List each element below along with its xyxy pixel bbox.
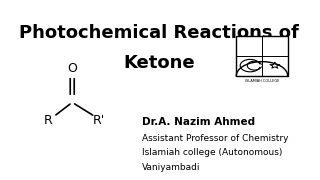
Text: Islamiah college (Autonomous): Islamiah college (Autonomous): [142, 148, 283, 158]
Text: ISLAMIAH COLLEGE: ISLAMIAH COLLEGE: [245, 79, 279, 83]
Text: O: O: [67, 62, 77, 75]
Text: Assistant Professor of Chemistry: Assistant Professor of Chemistry: [142, 134, 289, 143]
Bar: [236, 36, 288, 76]
Text: Vaniyambadi: Vaniyambadi: [142, 163, 201, 172]
Text: R: R: [44, 114, 52, 127]
Text: Ketone: Ketone: [124, 54, 195, 72]
Text: Photochemical Reactions of: Photochemical Reactions of: [19, 24, 299, 42]
Text: R': R': [93, 114, 106, 127]
Text: Dr.A. Nazim Ahmed: Dr.A. Nazim Ahmed: [142, 117, 255, 127]
